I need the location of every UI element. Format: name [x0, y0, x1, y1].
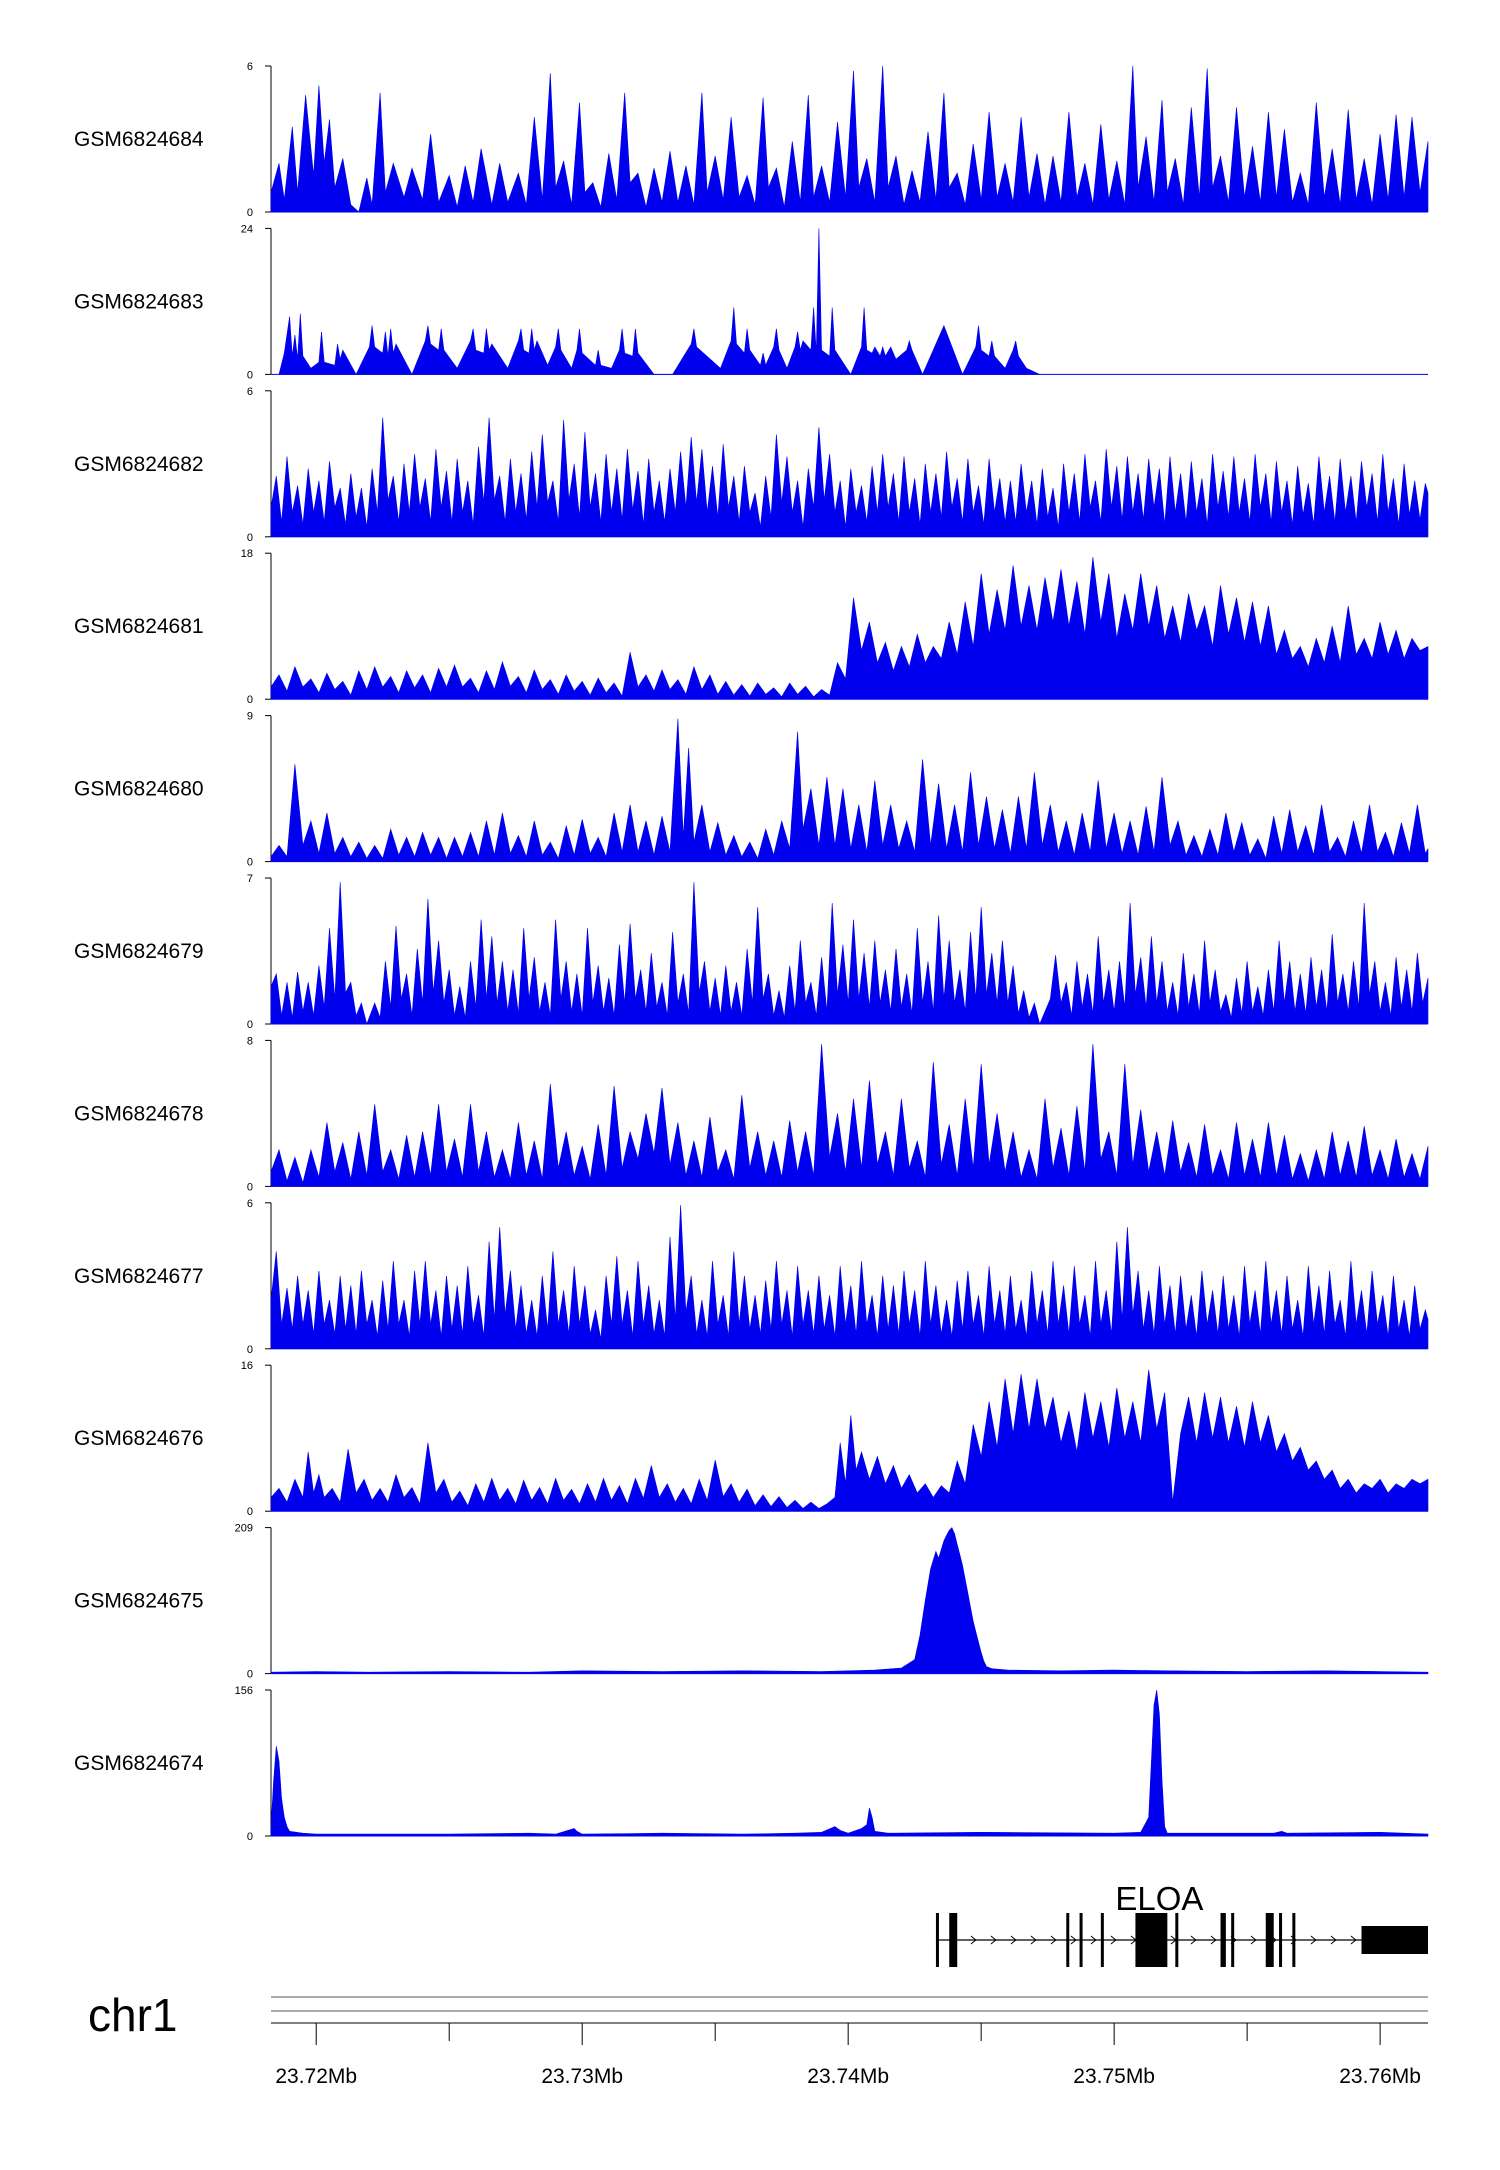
coverage-area — [270, 1689, 1429, 1837]
coverage-area — [278, 228, 1040, 376]
track-label: GSM6824681 — [74, 615, 204, 638]
gene-exon — [1066, 1913, 1070, 1967]
y-axis-max-label: 6 — [247, 1198, 253, 1210]
y-axis-min-label: 0 — [247, 207, 253, 219]
strand-arrow — [1030, 1935, 1037, 1945]
y-axis-min-label: 0 — [247, 532, 253, 544]
gene-exons — [935, 1913, 1428, 1967]
coverage-area — [270, 882, 1429, 1025]
track-GSM6824680: GSM6824680 9 0 — [74, 711, 1429, 869]
strand-arrow — [990, 1935, 997, 1945]
track-GSM6824676: GSM6824676 16 0 — [74, 1360, 1429, 1518]
track-GSM6824674: GSM6824674 156 0 — [74, 1685, 1429, 1843]
coordinate-tick-label: 23.76Mb — [1339, 2065, 1421, 2088]
y-axis-min-label: 0 — [247, 1181, 253, 1193]
coverage-tracks: GSM682468460GSM6824683240GSM682468260GSM… — [74, 61, 1429, 1843]
track-GSM6824683: GSM6824683 24 0 — [74, 223, 1428, 381]
gene-exon — [949, 1913, 958, 1967]
y-axis-min-label: 0 — [247, 1831, 253, 1843]
track-label: GSM6824676 — [74, 1427, 204, 1450]
track-label: GSM6824677 — [74, 1265, 204, 1288]
coverage-area — [270, 1369, 1429, 1512]
strand-arrow — [1070, 1935, 1077, 1945]
strand-arrow — [1110, 1935, 1117, 1945]
gene-exon — [1175, 1913, 1179, 1967]
y-axis-max-label: 8 — [247, 1035, 253, 1047]
y-axis-max-label: 16 — [241, 1360, 253, 1372]
gene-exon — [935, 1913, 939, 1967]
gene-exon — [1135, 1913, 1168, 1967]
track-label: GSM6824680 — [74, 778, 204, 801]
gene-exon — [1100, 1913, 1104, 1967]
y-axis-min-label: 0 — [247, 857, 253, 869]
coordinate-tick-label: 23.75Mb — [1073, 2065, 1155, 2088]
strand-arrow — [1350, 1935, 1357, 1945]
strand-arrow — [1210, 1935, 1217, 1945]
strand-arrow — [1090, 1935, 1097, 1945]
gene-exon — [1231, 1913, 1235, 1967]
track-GSM6824677: GSM6824677 6 0 — [74, 1198, 1429, 1356]
gene-exon — [1279, 1913, 1283, 1967]
chromosome-ideogram: chr1 — [88, 1989, 1428, 2041]
y-axis-max-label: 7 — [247, 873, 253, 885]
coverage-area — [270, 1205, 1429, 1350]
coverage-area — [270, 1527, 1429, 1674]
coverage-area — [270, 557, 1429, 700]
track-GSM6824675: GSM6824675 209 0 — [74, 1523, 1429, 1681]
y-axis-min-label: 0 — [247, 1669, 253, 1681]
y-axis-max-label: 156 — [235, 1685, 253, 1697]
strand-arrow — [1190, 1935, 1197, 1945]
y-axis-max-label: 24 — [241, 223, 253, 235]
strand-arrow — [1010, 1935, 1017, 1945]
y-axis-min-label: 0 — [247, 369, 253, 381]
track-label: GSM6824682 — [74, 453, 204, 476]
track-label: GSM6824684 — [74, 128, 204, 151]
y-axis-max-label: 18 — [241, 548, 253, 560]
gene-label: ELOA — [1115, 1880, 1203, 1917]
track-label: GSM6824683 — [74, 290, 204, 313]
strand-arrow — [1250, 1935, 1257, 1945]
coverage-area — [270, 65, 1429, 213]
gene-exon — [1079, 1913, 1083, 1967]
strand-arrow — [1310, 1935, 1317, 1945]
track-label: GSM6824679 — [74, 940, 204, 963]
y-axis-min-label: 0 — [247, 1506, 253, 1518]
y-axis-min-label: 0 — [247, 1019, 253, 1031]
coordinate-tick-label: 23.72Mb — [275, 2065, 357, 2088]
coordinate-tick-label: 23.74Mb — [807, 2065, 889, 2088]
y-axis-max-label: 209 — [235, 1523, 253, 1535]
y-axis-min-label: 0 — [247, 1344, 253, 1356]
genome-coordinate-axis: 23.72Mb 23.73Mb 23.74Mb 23.75Mb 23.76Mb — [271, 2022, 1428, 2088]
coverage-area — [270, 718, 1429, 862]
strand-arrow — [970, 1935, 977, 1945]
track-GSM6824684: GSM6824684 6 0 — [74, 61, 1429, 219]
gene-annotation-track: ELOA — [935, 1880, 1428, 1967]
coverage-area — [270, 1044, 1429, 1187]
track-label: GSM6824674 — [74, 1752, 204, 1775]
track-GSM6824678: GSM6824678 8 0 — [74, 1035, 1429, 1193]
y-axis-max-label: 9 — [247, 711, 253, 723]
track-GSM6824679: GSM6824679 7 0 — [74, 873, 1429, 1031]
strand-arrow — [1330, 1935, 1337, 1945]
track-label: GSM6824675 — [74, 1590, 204, 1613]
track-label: GSM6824678 — [74, 1102, 204, 1125]
chromosome-label: chr1 — [88, 1989, 177, 2041]
y-axis-max-label: 6 — [247, 61, 253, 73]
track-GSM6824681: GSM6824681 18 0 — [74, 548, 1429, 706]
gene-exon — [1292, 1913, 1296, 1967]
strand-arrow — [1050, 1935, 1057, 1945]
coordinate-tick-label: 23.73Mb — [541, 2065, 623, 2088]
gene-exon — [1265, 1913, 1274, 1967]
gene-exon — [1220, 1913, 1226, 1967]
y-axis-min-label: 0 — [247, 694, 253, 706]
gene-exon — [1361, 1926, 1428, 1954]
coverage-area — [270, 417, 1429, 538]
y-axis-max-label: 6 — [247, 386, 253, 398]
track-GSM6824682: GSM6824682 6 0 — [74, 386, 1429, 544]
